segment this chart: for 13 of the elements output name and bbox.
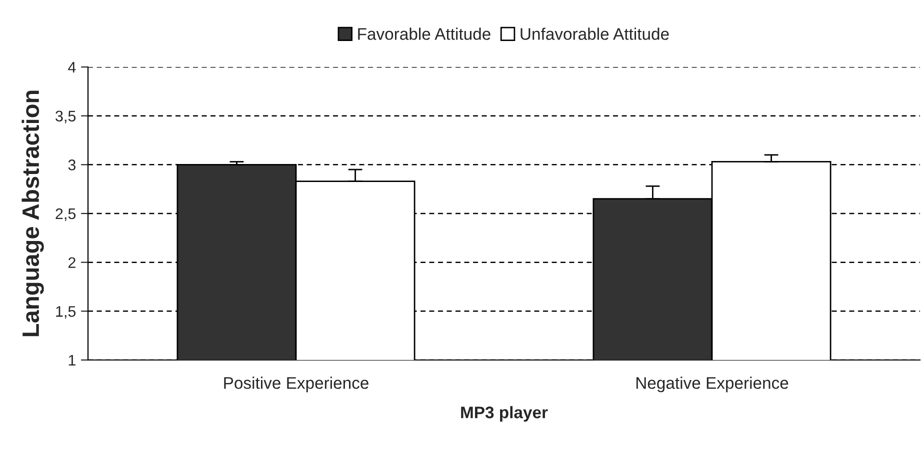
x-tick-label: Negative Experience xyxy=(636,376,788,392)
y-tick-label: 2,5 xyxy=(56,208,76,221)
x-tick-label: Positive Experience xyxy=(224,376,368,392)
y-tick-label: 3,5 xyxy=(56,110,76,124)
y-tick-label: 2 xyxy=(68,257,76,268)
legend-label: Favorable Attitude xyxy=(358,28,490,40)
y-tick-label: 3 xyxy=(68,160,76,170)
y-tick-label: 1 xyxy=(68,355,76,366)
y-axis-title: Language Abstraction xyxy=(22,90,44,336)
y-tick-label: 4 xyxy=(68,62,76,73)
y-tick-label: 1,5 xyxy=(56,306,76,319)
legend-label: Unfavorable Attitude xyxy=(520,28,669,40)
x-axis-title: MP3 player xyxy=(461,406,548,422)
